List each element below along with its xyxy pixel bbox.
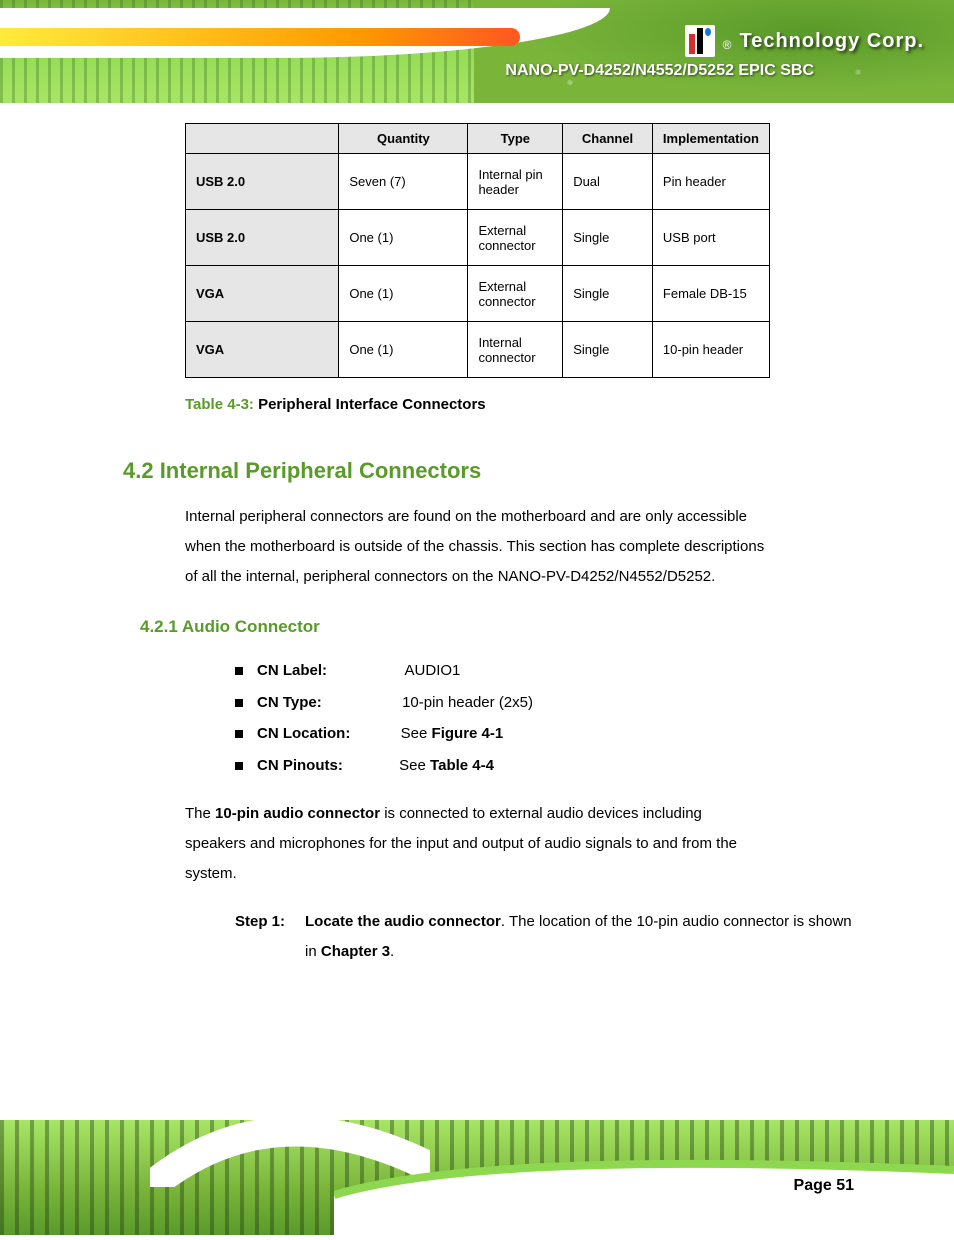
paragraph-audio: The 10-pin audio connector is connected … [185, 799, 765, 889]
table-row: USB 2.0One (1)External connectorSingleUS… [186, 210, 770, 266]
table-header-cell [186, 124, 339, 154]
logo-icon [685, 25, 715, 57]
para2-prefix: The [185, 805, 215, 822]
table-cell: Single [563, 210, 653, 266]
table-cell: USB 2.0 [186, 210, 339, 266]
step-1-bold-a: Locate the audio connector [305, 913, 501, 930]
table-cell: Single [563, 322, 653, 378]
cn-pinouts-prefix: See [399, 757, 426, 774]
cn-type-value: 10-pin header (2x5) [402, 694, 533, 711]
table-row: VGAOne (1)Internal connectorSingle10-pin… [186, 322, 770, 378]
table-cell: 10-pin header [652, 322, 769, 378]
step-1-bold-b: Chapter 3 [321, 943, 390, 960]
footer-white-curve [334, 1145, 954, 1235]
cn-label-row: CN Label: AUDIO1 [235, 655, 864, 687]
table-cell: VGA [186, 322, 339, 378]
page-number: Page 51 [794, 1177, 854, 1195]
header-stripe [0, 28, 520, 46]
steps-list: Step 1: Locate the audio connector. The … [185, 907, 864, 967]
table-cell: Single [563, 266, 653, 322]
step-1-label: Step 1: [235, 907, 285, 967]
step-1: Step 1: Locate the audio connector. The … [235, 907, 864, 967]
table-cell: External connector [468, 210, 563, 266]
table-cell: Dual [563, 154, 653, 210]
step-1-text: Locate the audio connector. The location… [305, 907, 864, 967]
table-cell: USB 2.0 [186, 154, 339, 210]
para2-bold: 10-pin audio connector [215, 805, 380, 822]
table-cell: Female DB-15 [652, 266, 769, 322]
brand-text: Technology Corp. [739, 30, 924, 53]
paragraph-intro: Internal peripheral connectors are found… [185, 502, 765, 592]
table-caption: Table 4-3: Peripheral Interface Connecto… [185, 396, 864, 413]
cn-properties-list: CN Label: AUDIO1 CN Type: 10-pin header … [185, 655, 864, 781]
table-cell: One (1) [339, 322, 468, 378]
table-cell: Pin header [652, 154, 769, 210]
cn-pinouts-row: CN Pinouts: See Table 4-4 [235, 750, 864, 782]
table-cell: External connector [468, 266, 563, 322]
table-cell: One (1) [339, 266, 468, 322]
cn-type-key: CN Type: [257, 694, 322, 711]
caption-text: Peripheral Interface Connectors [258, 396, 486, 413]
heading-h2: 4.2 Internal Peripheral Connectors [123, 458, 864, 484]
cn-location-row: CN Location: See Figure 4-1 [235, 718, 864, 750]
cn-label-key: CN Label: [257, 662, 327, 679]
doc-title: NANO-PV-D4252/N4552/D5252 EPIC SBC [505, 62, 814, 80]
heading-h3: 4.2.1 Audio Connector [140, 617, 864, 637]
table-header-cell: Quantity [339, 124, 468, 154]
cn-location-key: CN Location: [257, 725, 350, 742]
table-cell: Internal pin header [468, 154, 563, 210]
table-row: USB 2.0Seven (7)Internal pin headerDualP… [186, 154, 770, 210]
table-cell: USB port [652, 210, 769, 266]
cn-location-prefix: See [401, 725, 428, 742]
main-content: QuantityTypeChannelImplementationUSB 2.0… [0, 103, 954, 967]
table-cell: One (1) [339, 210, 468, 266]
cn-pinouts-link: Table 4-4 [430, 757, 494, 774]
brand-logo: ® Technology Corp. [685, 25, 924, 57]
cn-type-row: CN Type: 10-pin header (2x5) [235, 687, 864, 719]
caption-prefix: Table 4-3: [185, 396, 254, 413]
table-row: VGAOne (1)External connectorSingleFemale… [186, 266, 770, 322]
cn-location-link: Figure 4-1 [432, 725, 504, 742]
connectors-table: QuantityTypeChannelImplementationUSB 2.0… [185, 123, 770, 378]
table-cell: Seven (7) [339, 154, 468, 210]
cn-pinouts-key: CN Pinouts: [257, 757, 343, 774]
table-cell: Internal connector [468, 322, 563, 378]
table-header-cell: Implementation [652, 124, 769, 154]
cn-label-value: AUDIO1 [405, 662, 461, 679]
table-cell: VGA [186, 266, 339, 322]
table-header-cell: Type [468, 124, 563, 154]
table-header-cell: Channel [563, 124, 653, 154]
